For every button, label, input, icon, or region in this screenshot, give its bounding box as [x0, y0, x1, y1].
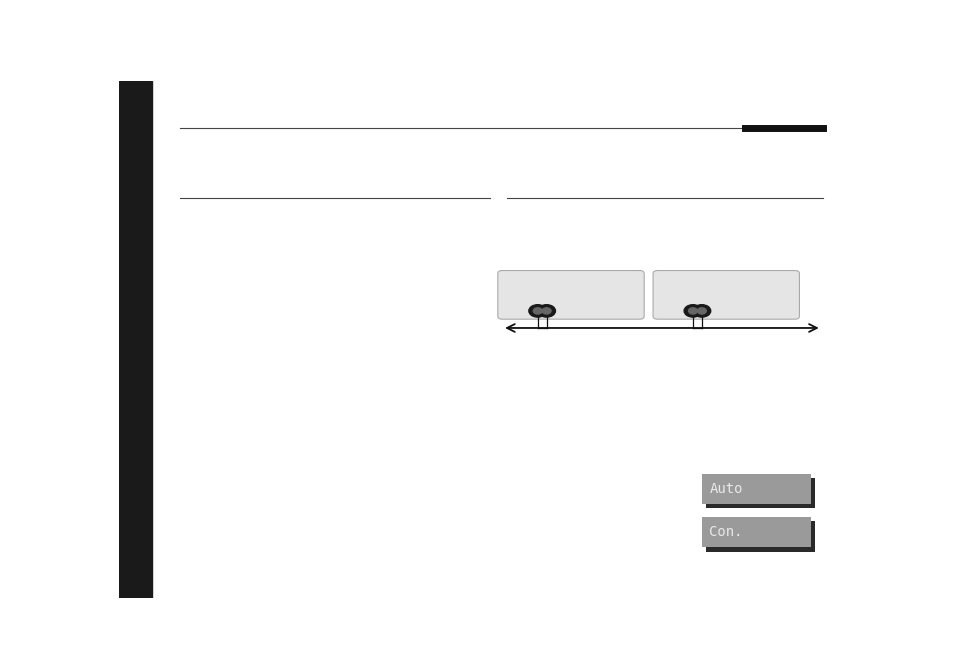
Bar	[119, 81, 152, 598]
Bar	[701, 517, 810, 548]
Circle shape	[697, 308, 705, 314]
Circle shape	[541, 308, 551, 314]
FancyBboxPatch shape	[497, 271, 643, 319]
Bar	[705, 521, 814, 552]
Circle shape	[528, 304, 546, 317]
Circle shape	[533, 308, 541, 314]
Bar	[705, 478, 814, 508]
Text: Con.: Con.	[708, 526, 742, 540]
Circle shape	[537, 304, 555, 317]
Text: Auto: Auto	[708, 482, 742, 496]
Circle shape	[688, 308, 697, 314]
Bar	[701, 474, 810, 504]
Circle shape	[683, 304, 701, 317]
FancyBboxPatch shape	[653, 271, 799, 319]
Circle shape	[692, 304, 710, 317]
